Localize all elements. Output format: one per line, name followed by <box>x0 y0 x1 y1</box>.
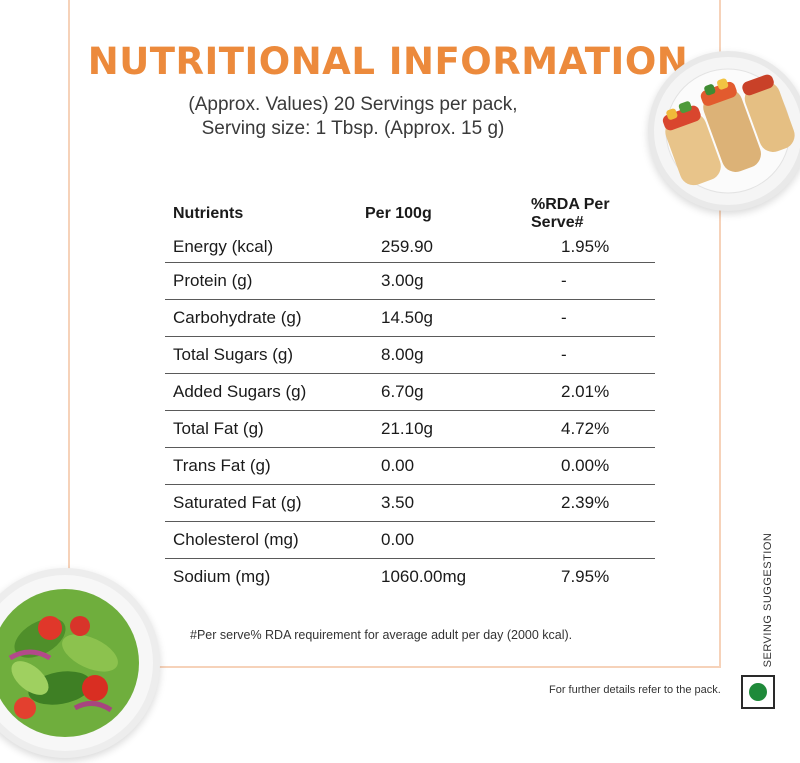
table-header-row: Nutrients Per 100g %RDA Per Serve# <box>165 196 655 232</box>
rda-value: 7.95% <box>561 567 610 586</box>
nutrient-name: Total Fat (g) <box>165 410 359 448</box>
rda-value: 2.01% <box>531 373 655 411</box>
table-row: Carbohydrate (g) 14.50g - <box>165 299 655 337</box>
per-100g-value: 0.00 <box>359 447 531 485</box>
rda-value: 2.39% <box>531 484 655 522</box>
table-row: Cholesterol (mg) 0.00 <box>165 521 655 559</box>
per-100g-value: 21.10g <box>359 410 531 448</box>
per-100g-value: 3.00g <box>359 262 531 300</box>
rda-value: - <box>531 262 655 300</box>
serving-info-line-1: (Approx. Values) 20 Servings per pack, <box>188 94 518 115</box>
nutrition-table: Nutrients Per 100g %RDA Per Serve# Energ… <box>165 196 655 595</box>
per-100g-value: 14.50g <box>359 299 531 337</box>
rda-value: - <box>531 336 655 374</box>
salad-bowl-image <box>0 568 160 758</box>
table-row: Trans Fat (g) 0.00 0.00% <box>165 447 655 485</box>
per-100g-value: 1060.00mg <box>381 567 467 586</box>
table-row: Total Sugars (g) 8.00g - <box>165 336 655 374</box>
serving-info-line-2: Serving size: 1 Tbsp. (Approx. 15 g) <box>201 118 505 139</box>
column-header-per-100g: Per 100g <box>365 205 432 222</box>
nutrient-name: Energy (kcal) <box>165 232 359 263</box>
nutrient-name: Saturated Fat (g) <box>165 484 359 522</box>
nutrient-name: Total Sugars (g) <box>165 336 359 374</box>
per-100g-value: 6.70g <box>359 373 531 411</box>
salad-illustration <box>0 575 153 751</box>
serving-suggestion-label: SERVING SUGGESTION <box>762 532 774 668</box>
serving-info: (Approx. Values) 20 Servings per pack, S… <box>68 93 638 141</box>
per-100g-value: 8.00g <box>359 336 531 374</box>
table-row: Total Fat (g) 21.10g 4.72% <box>165 410 655 448</box>
rda-footnote: #Per serve% RDA requirement for average … <box>190 628 573 642</box>
nutrient-name: Carbohydrate (g) <box>165 299 359 337</box>
table-row: Added Sugars (g) 6.70g 2.01% <box>165 373 655 411</box>
table-row: Energy (kcal) 259.90 1.95% <box>165 232 655 263</box>
nutrient-name: Sodium (mg) <box>173 567 271 586</box>
veg-symbol-icon <box>741 675 775 709</box>
column-header-rda: %RDA Per Serve# <box>531 196 610 231</box>
wraps-plate-image <box>648 51 800 211</box>
pack-details-note: For further details refer to the pack. <box>549 684 721 696</box>
rda-value: 0.00% <box>531 447 655 485</box>
table-row: Sodium (mg) 1060.00mg 7.95% <box>165 559 655 596</box>
table-row: Protein (g) 3.00g - <box>165 262 655 300</box>
nutrient-name: Protein (g) <box>165 262 359 300</box>
rda-value: 4.72% <box>531 410 655 448</box>
nutrient-name: Cholesterol (mg) <box>165 521 359 559</box>
per-100g-value: 259.90 <box>359 232 531 263</box>
veg-dot-icon <box>749 683 767 701</box>
wraps-illustration <box>654 57 800 205</box>
rda-value <box>531 521 655 559</box>
nutrient-name: Added Sugars (g) <box>165 373 359 411</box>
nutrient-name: Trans Fat (g) <box>165 447 359 485</box>
rda-value: 1.95% <box>531 232 655 263</box>
table-row: Saturated Fat (g) 3.50 2.39% <box>165 484 655 522</box>
column-header-nutrients: Nutrients <box>173 205 244 222</box>
page-title: NUTRITIONAL INFORMATION <box>87 40 689 83</box>
per-100g-value: 0.00 <box>359 521 531 559</box>
per-100g-value: 3.50 <box>359 484 531 522</box>
rda-value: - <box>531 299 655 337</box>
